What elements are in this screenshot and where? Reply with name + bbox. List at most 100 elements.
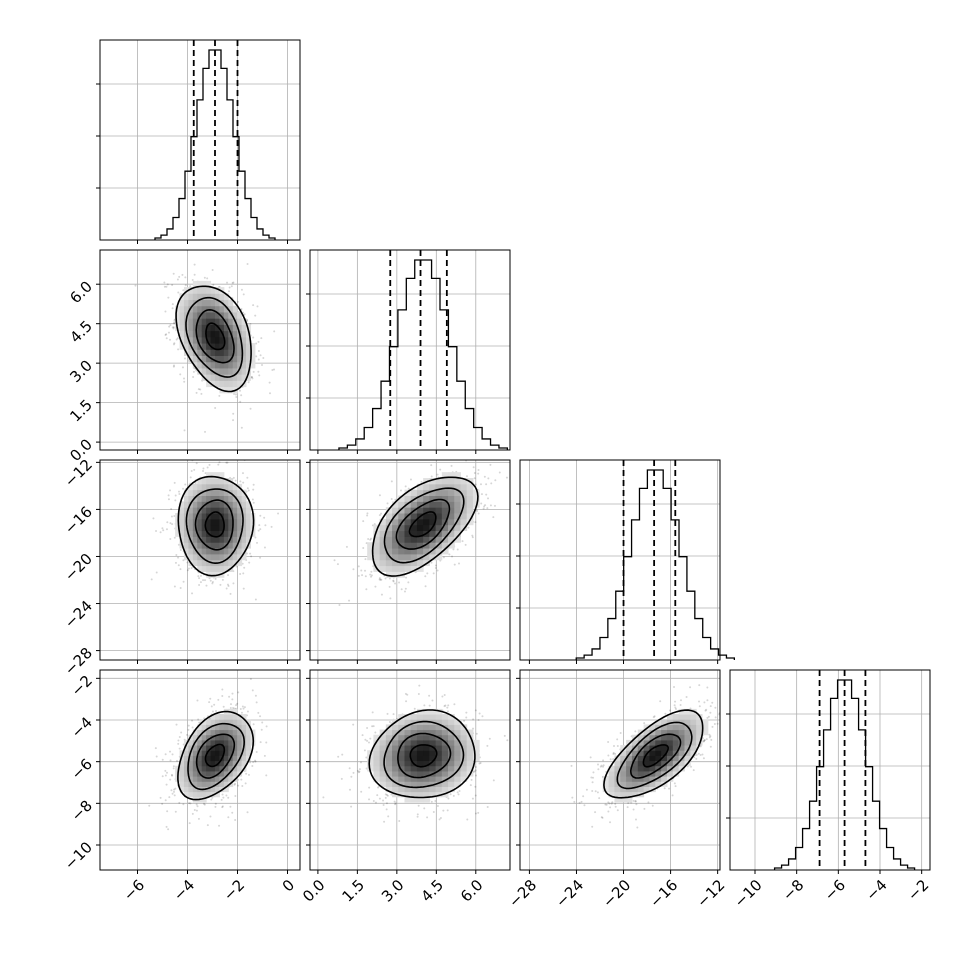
density-cell <box>192 745 198 751</box>
scatter-point <box>168 796 171 799</box>
density-cell <box>241 495 247 502</box>
density-cell <box>460 507 468 514</box>
density-cell <box>241 349 247 357</box>
scatter-point <box>246 811 249 814</box>
scatter-point <box>364 575 367 578</box>
density-cell <box>454 513 461 520</box>
contour-level-3 <box>371 476 479 577</box>
scatter-point <box>246 476 249 479</box>
density-cell <box>228 311 234 319</box>
scatter-point <box>259 354 262 357</box>
contour-level-0 <box>408 511 437 538</box>
density-cell <box>232 739 238 746</box>
density-cell <box>215 330 220 338</box>
density-cell <box>192 361 198 369</box>
density-cell <box>410 536 418 543</box>
histogram-step <box>338 259 509 450</box>
density-cell <box>385 518 393 526</box>
density-cell <box>435 483 443 491</box>
density-cell <box>192 755 198 762</box>
density-cell <box>192 336 198 344</box>
scatter-point <box>472 727 475 730</box>
density-cell <box>246 734 251 741</box>
scatter-point <box>259 741 262 744</box>
scatter-point <box>265 774 268 777</box>
scatter-point <box>244 782 247 785</box>
scatter-point <box>171 774 174 777</box>
scatter-point <box>170 507 173 510</box>
density-cell <box>250 355 256 363</box>
scatter-point <box>474 483 477 486</box>
scatter-point <box>255 750 258 753</box>
panel-frame <box>309 459 511 661</box>
density-cell <box>228 548 234 555</box>
scatter-point <box>386 794 389 797</box>
density-cell <box>223 750 229 756</box>
density-cell <box>192 324 198 332</box>
density-cell <box>183 507 189 514</box>
scatter-point <box>134 284 137 287</box>
density-cell <box>188 507 194 514</box>
scatter-point <box>257 340 260 343</box>
density-cell <box>385 530 393 537</box>
scatter-point <box>473 471 476 474</box>
density-cell <box>219 536 225 543</box>
density-cell <box>454 483 461 491</box>
density-cell <box>206 477 212 485</box>
scatter-point <box>170 789 173 792</box>
density-cell <box>215 501 220 508</box>
scatter-point <box>182 580 185 583</box>
scatter-point <box>476 510 479 513</box>
density-cell <box>441 536 449 543</box>
scatter-point <box>364 738 367 741</box>
density-cell <box>215 472 220 479</box>
scatter-point <box>348 788 351 791</box>
density-cell <box>448 524 455 532</box>
density-cell <box>192 293 198 301</box>
density-cell <box>206 330 212 338</box>
density-cell <box>215 299 220 307</box>
scatter-point <box>388 585 391 588</box>
density-cell <box>219 355 225 363</box>
scatter-point <box>203 803 206 806</box>
density-cell <box>188 336 194 344</box>
density-cell <box>441 507 449 514</box>
density-cell <box>237 318 243 325</box>
scatter-point <box>361 734 364 737</box>
scatter-point <box>176 337 179 340</box>
density-cell <box>232 324 238 332</box>
density-cell <box>219 553 225 561</box>
scatter-point <box>239 400 242 403</box>
scatter-point <box>474 769 477 772</box>
panel-frame <box>99 39 301 241</box>
scatter-point <box>487 497 490 500</box>
scatter-point <box>187 567 190 570</box>
density-cell <box>223 530 229 537</box>
scatter-point <box>273 330 276 333</box>
density-cell <box>223 518 229 526</box>
density-cell <box>454 501 461 508</box>
scatter-point <box>197 388 200 391</box>
scatter-point <box>249 552 252 555</box>
scatter-point <box>430 561 433 564</box>
density-cell <box>206 548 212 555</box>
density-cell <box>192 770 198 777</box>
scatter-point <box>269 392 272 395</box>
density-cell <box>215 293 220 301</box>
density-cell <box>232 367 238 375</box>
scatter-point <box>195 803 198 806</box>
density-cell <box>410 559 418 567</box>
density-cell <box>188 745 194 751</box>
density-cell <box>219 542 225 549</box>
density-cell <box>392 524 399 532</box>
scatter-point <box>231 811 234 814</box>
density-cell <box>192 729 198 736</box>
scatter-point <box>173 788 176 791</box>
density-cell <box>223 770 229 777</box>
density-cell <box>228 361 234 369</box>
density-cell <box>201 796 207 803</box>
density-cell <box>210 565 216 572</box>
scatter-point <box>198 721 201 724</box>
density-cell <box>232 489 238 497</box>
scatter-point <box>477 472 480 475</box>
